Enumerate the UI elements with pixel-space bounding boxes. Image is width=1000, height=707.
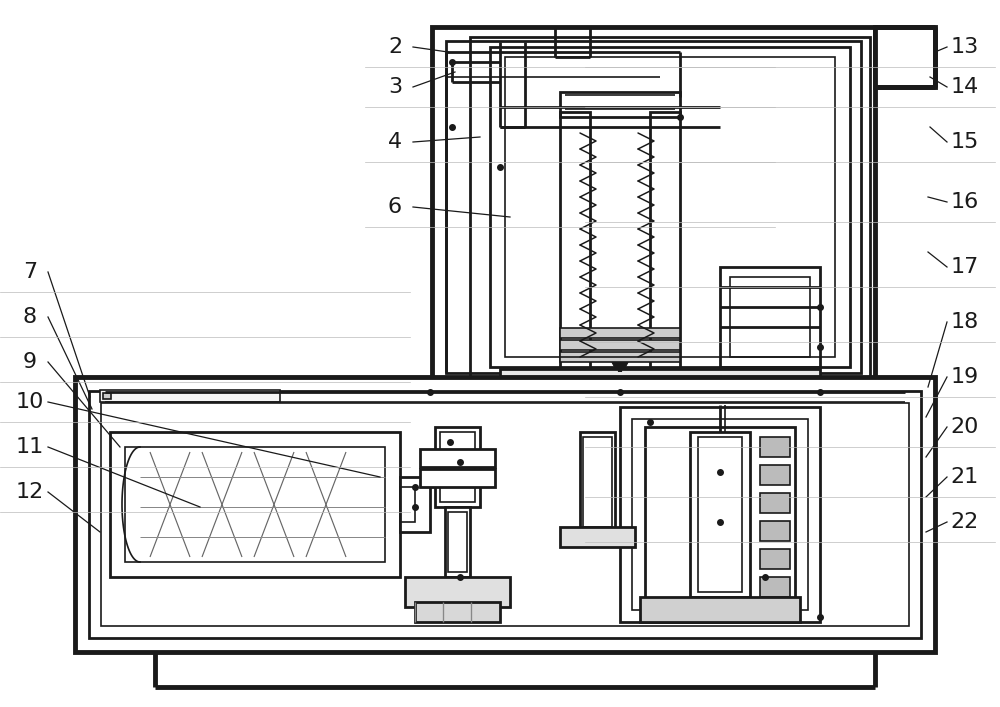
Text: 22: 22: [951, 512, 979, 532]
Bar: [560, 340, 680, 350]
Bar: [490, 47, 850, 367]
Bar: [760, 521, 790, 541]
Bar: [440, 432, 475, 502]
Bar: [520, 379, 800, 387]
Bar: [583, 437, 612, 527]
Bar: [125, 447, 385, 562]
Text: 18: 18: [951, 312, 979, 332]
Bar: [445, 507, 470, 577]
Bar: [100, 390, 280, 402]
Bar: [415, 602, 500, 622]
Text: 9: 9: [23, 352, 37, 372]
Bar: [760, 577, 790, 597]
Text: 13: 13: [951, 37, 979, 57]
Bar: [400, 487, 415, 522]
Text: 11: 11: [16, 437, 44, 457]
Bar: [101, 403, 909, 626]
Bar: [89, 391, 921, 638]
Bar: [690, 432, 750, 597]
Bar: [505, 57, 835, 357]
Bar: [650, 112, 680, 372]
Bar: [760, 437, 790, 457]
Bar: [640, 597, 800, 622]
Bar: [400, 477, 430, 532]
Bar: [420, 469, 495, 487]
Text: 15: 15: [951, 132, 979, 152]
Bar: [620, 407, 820, 622]
Text: 19: 19: [951, 367, 979, 387]
Bar: [75, 377, 935, 652]
Text: 20: 20: [951, 417, 979, 437]
Bar: [632, 419, 808, 610]
Bar: [875, 27, 935, 87]
Bar: [698, 437, 742, 592]
Bar: [760, 465, 790, 485]
Bar: [110, 432, 400, 577]
Bar: [720, 267, 820, 367]
Bar: [405, 577, 510, 607]
Text: 4: 4: [388, 132, 402, 152]
Text: 17: 17: [951, 257, 979, 277]
Text: 12: 12: [16, 482, 44, 502]
Text: 6: 6: [388, 197, 402, 217]
Bar: [560, 112, 590, 372]
Text: 21: 21: [951, 467, 979, 487]
Bar: [500, 369, 820, 387]
Bar: [448, 512, 467, 572]
Bar: [560, 92, 680, 117]
Text: 10: 10: [16, 392, 44, 412]
Text: 3: 3: [388, 77, 402, 97]
Bar: [432, 27, 875, 387]
Bar: [103, 393, 111, 399]
Bar: [420, 449, 495, 467]
Bar: [560, 527, 635, 547]
Bar: [446, 41, 861, 373]
Bar: [730, 277, 810, 357]
Text: 8: 8: [23, 307, 37, 327]
Bar: [470, 37, 870, 377]
Text: 16: 16: [951, 192, 979, 212]
Bar: [580, 432, 615, 532]
Bar: [435, 427, 480, 507]
Text: 7: 7: [23, 262, 37, 282]
Bar: [560, 328, 680, 338]
Bar: [560, 352, 680, 362]
Bar: [760, 493, 790, 513]
Polygon shape: [612, 362, 628, 377]
Bar: [645, 427, 795, 602]
Bar: [760, 549, 790, 569]
Text: 2: 2: [388, 37, 402, 57]
Text: 14: 14: [951, 77, 979, 97]
